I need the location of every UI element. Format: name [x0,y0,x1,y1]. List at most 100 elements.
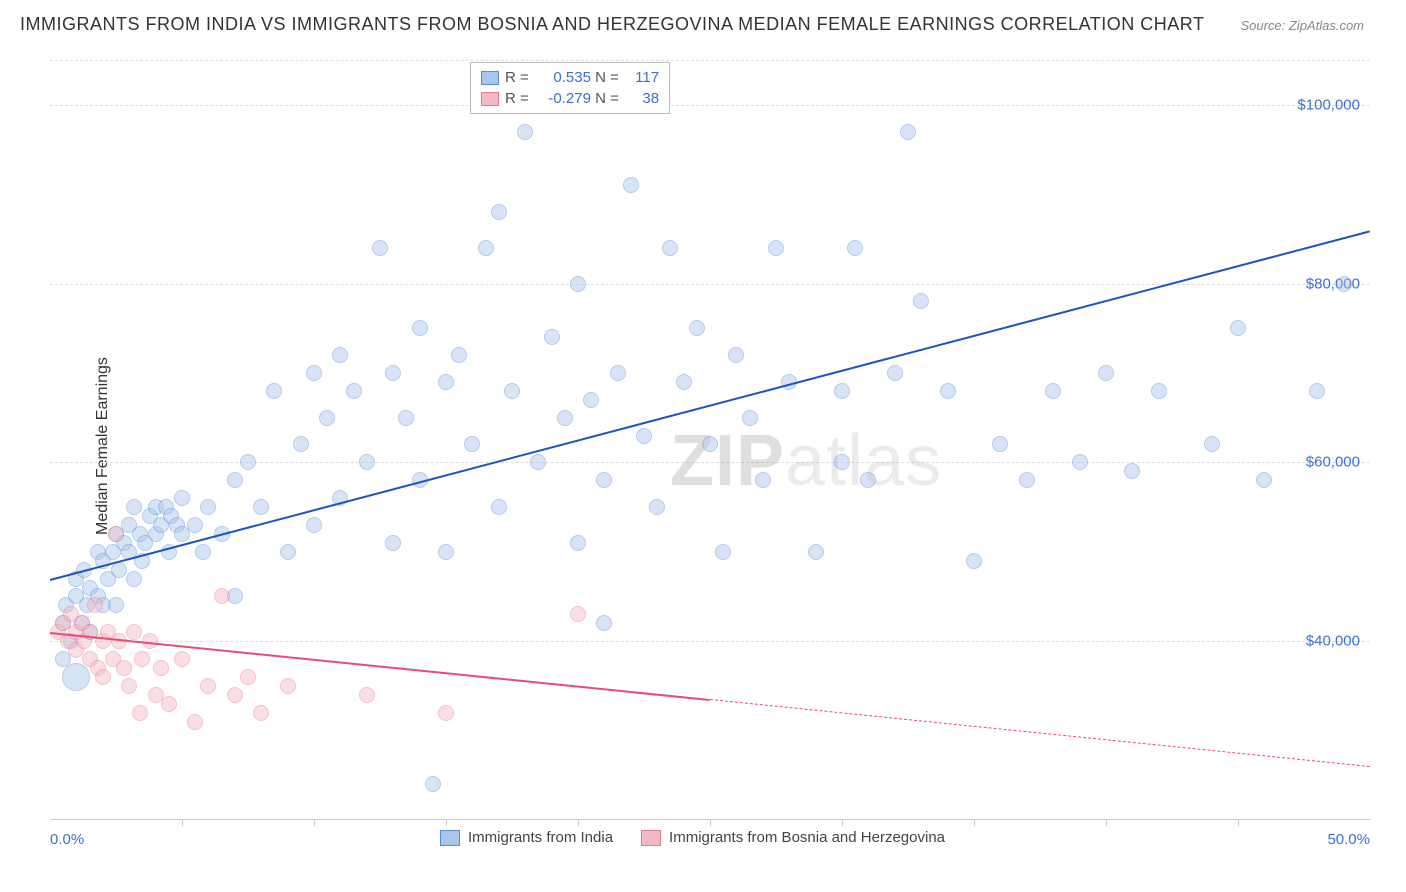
y-tick-label: $80,000 [1306,275,1360,292]
data-point [319,410,335,426]
data-point [398,410,414,426]
data-point [610,365,626,381]
legend-swatch [641,830,661,846]
data-point [253,705,269,721]
data-point [676,374,692,390]
source-label: Source: ZipAtlas.com [1240,18,1364,33]
data-point [62,663,90,691]
data-point [1204,436,1220,452]
legend-text: R = 0.535 N = 117 [505,67,659,88]
legend-label: Immigrants from India [468,829,613,846]
gridline [50,641,1370,642]
y-tick-label: $40,000 [1306,633,1360,650]
data-point [491,204,507,220]
data-point [834,454,850,470]
data-point [385,535,401,551]
x-tick [182,820,183,826]
x-tick-label: 50.0% [1327,831,1370,848]
series-legend: Immigrants from India Immigrants from Bos… [440,829,945,846]
data-point [132,705,148,721]
stats-legend: R = 0.535 N = 117R = -0.279 N = 38 [470,62,670,114]
data-point [174,490,190,506]
chart-title: IMMIGRANTS FROM INDIA VS IMMIGRANTS FROM… [20,14,1204,35]
data-point [1336,276,1352,292]
data-point [240,669,256,685]
data-point [195,544,211,560]
data-point [808,544,824,560]
data-point [702,436,718,452]
data-point [121,678,137,694]
data-point [385,365,401,381]
data-point [451,347,467,363]
legend-swatch [481,71,499,85]
data-point [412,320,428,336]
data-point [768,240,784,256]
data-point [187,517,203,533]
data-point [504,383,520,399]
data-point [95,669,111,685]
data-point [266,383,282,399]
data-point [438,374,454,390]
data-point [346,383,362,399]
data-point [900,124,916,140]
data-point [623,177,639,193]
data-point [240,454,256,470]
data-point [913,293,929,309]
data-point [134,651,150,667]
data-point [293,436,309,452]
watermark: ZIPatlas [670,420,942,502]
data-point [126,624,142,640]
data-point [253,499,269,515]
x-tick-label: 0.0% [50,831,84,848]
gridline [50,60,1370,61]
data-point [887,365,903,381]
legend-label: Immigrants from Bosnia and Herzegovina [669,829,945,846]
data-point [332,347,348,363]
x-tick [710,820,711,826]
plot-area: $40,000$60,000$80,000$100,0000.0%50.0%ZI… [50,50,1370,850]
data-point [187,714,203,730]
data-point [161,696,177,712]
data-point [1124,463,1140,479]
data-point [306,365,322,381]
data-point [116,660,132,676]
data-point [570,535,586,551]
data-point [359,454,375,470]
data-point [359,687,375,703]
data-point [834,383,850,399]
data-point [662,240,678,256]
data-point [438,705,454,721]
data-point [1045,383,1061,399]
data-point [1019,472,1035,488]
data-point [570,606,586,622]
data-point [1151,383,1167,399]
legend-swatch [481,92,499,106]
x-tick [974,820,975,826]
trend-line [710,699,1370,767]
legend-swatch [440,830,460,846]
data-point [280,678,296,694]
data-point [728,347,744,363]
data-point [214,588,230,604]
data-point [227,687,243,703]
data-point [557,410,573,426]
data-point [715,544,731,560]
data-point [1072,454,1088,470]
x-tick [1106,820,1107,826]
trend-line [50,230,1371,581]
x-tick [446,820,447,826]
data-point [596,615,612,631]
x-tick [1238,820,1239,826]
y-tick-label: $100,000 [1297,96,1360,113]
data-point [478,240,494,256]
data-point [227,472,243,488]
data-point [1309,383,1325,399]
data-point [570,276,586,292]
data-point [742,410,758,426]
data-point [992,436,1008,452]
data-point [530,454,546,470]
legend-text: R = -0.279 N = 38 [505,88,659,109]
data-point [649,499,665,515]
data-point [200,499,216,515]
data-point [940,383,956,399]
